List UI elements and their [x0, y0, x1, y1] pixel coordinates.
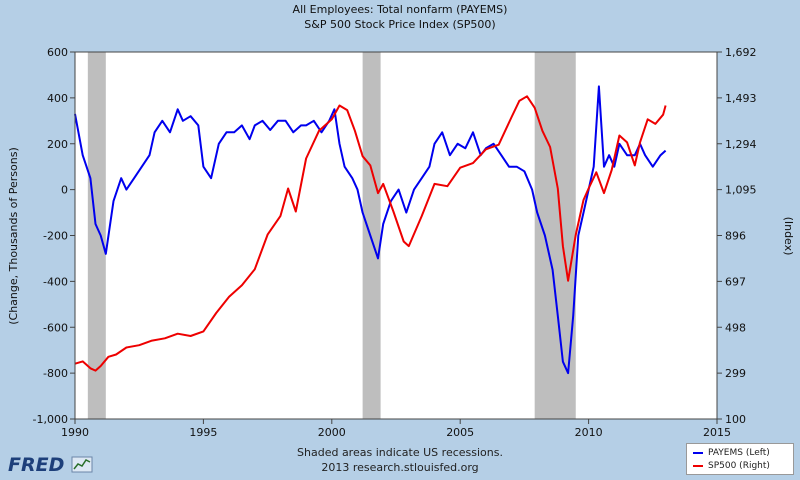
- x-tick-label: 2010: [575, 426, 603, 439]
- chart-subtitle: S&P 500 Stock Price Index (SP500): [304, 18, 495, 31]
- fred-chart-icon: [71, 456, 93, 473]
- right-tick-label: 697: [725, 275, 746, 288]
- source-note: 2013 research.stlouisfed.org: [321, 461, 479, 474]
- legend-label-payems: PAYEMS (Left): [708, 448, 770, 458]
- recession-band: [87, 52, 106, 419]
- left-y-axis: -1,000 -800 -600 -400 -200 0 200 400 600: [33, 46, 75, 426]
- recession-band: [362, 52, 381, 419]
- series-lines: [74, 85, 667, 375]
- right-tick-label: 100: [725, 413, 746, 426]
- right-y-axis: 100 299 498 697 896 1,095 1,294 1,493 1,692: [717, 46, 757, 426]
- legend-item-sp500: SP500 (Right): [693, 460, 770, 472]
- left-tick-label: 0: [61, 184, 68, 197]
- fred-logo-text: FRED: [8, 454, 64, 476]
- right-tick-label: 498: [725, 321, 746, 334]
- right-tick-label: 299: [725, 367, 746, 380]
- left-tick-label: 200: [47, 138, 68, 151]
- legend-swatch-sp500: [693, 464, 703, 467]
- x-tick-label: 1990: [61, 426, 89, 439]
- legend-swatch-payems: [693, 451, 703, 454]
- right-axis-label: (Index): [782, 217, 795, 256]
- right-tick-label: 896: [725, 230, 746, 243]
- left-tick-label: 400: [47, 92, 68, 105]
- plot-area: [74, 51, 718, 420]
- recession-shading: [87, 52, 576, 419]
- chart-title: All Employees: Total nonfarm (PAYEMS): [293, 3, 508, 16]
- payems-line: [74, 85, 667, 375]
- legend: PAYEMS (Left) SP500 (Right): [686, 443, 794, 475]
- recession-note: Shaded areas indicate US recessions.: [297, 446, 503, 459]
- left-tick-label: -800: [43, 367, 68, 380]
- fred-logo: FRED: [8, 454, 93, 476]
- right-tick-label: 1,692: [725, 46, 757, 59]
- legend-label-sp500: SP500 (Right): [708, 461, 770, 471]
- left-tick-label: 600: [47, 46, 68, 59]
- left-tick-label: -1,000: [33, 413, 68, 426]
- right-tick-label: 1,294: [725, 138, 757, 151]
- legend-item-payems: PAYEMS (Left): [693, 447, 770, 459]
- right-tick-label: 1,095: [725, 184, 757, 197]
- right-tick-label: 1,493: [725, 92, 757, 105]
- left-tick-label: -400: [43, 275, 68, 288]
- sp500-line: [74, 95, 667, 372]
- x-tick-label: 2015: [703, 426, 731, 439]
- left-tick-label: -600: [43, 321, 68, 334]
- x-axis: 1990 1995 2000 2005 2010 2015: [61, 419, 731, 439]
- left-axis-label: (Change, Thousands of Persons): [7, 147, 20, 325]
- left-tick-label: -200: [43, 230, 68, 243]
- x-tick-label: 2000: [318, 426, 346, 439]
- x-tick-label: 2005: [446, 426, 474, 439]
- x-tick-label: 1995: [189, 426, 217, 439]
